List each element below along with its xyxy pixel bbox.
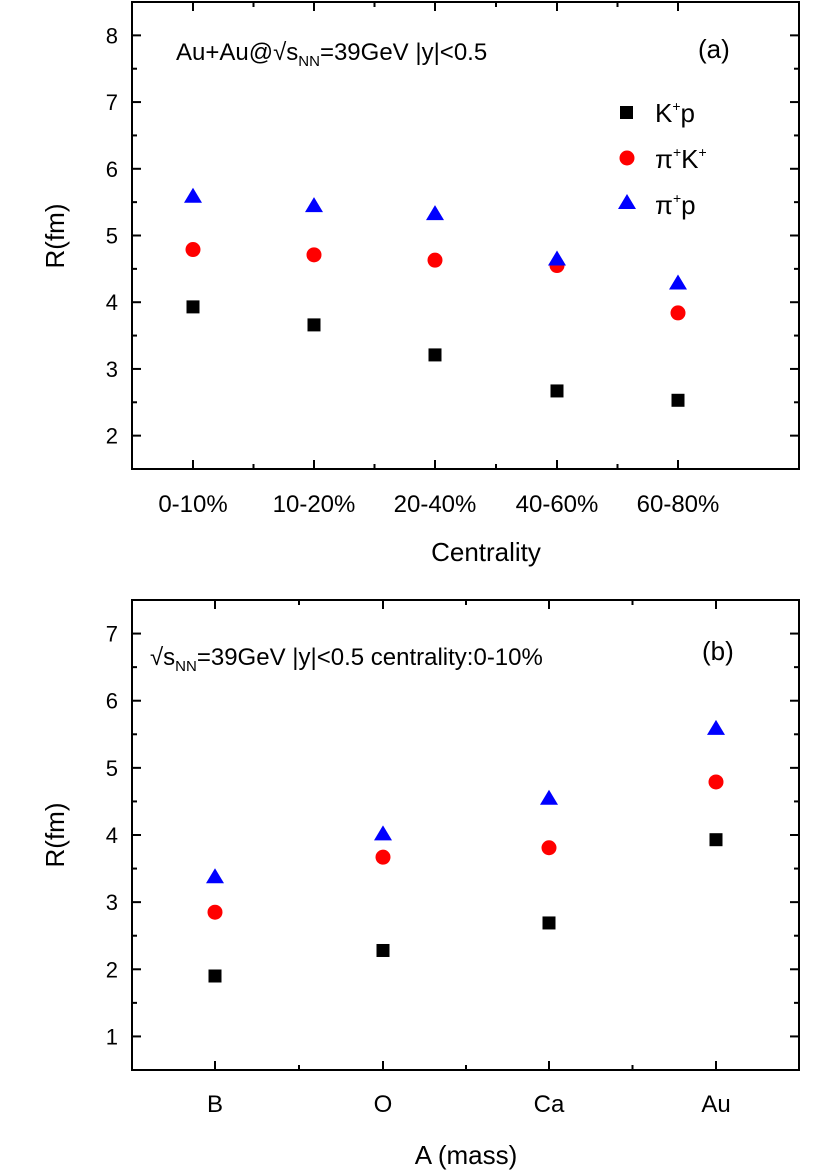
data-point-square [376, 943, 390, 957]
data-point-circle [708, 774, 724, 790]
data-point-triangle [426, 205, 444, 221]
legend-label-kp: K+p [655, 98, 695, 128]
y-tick-label: 2 [106, 424, 118, 449]
data-point-square [208, 969, 222, 983]
y-tick-labels: 2 3 4 5 6 7 8 [106, 23, 118, 448]
x-tick-label: O [374, 1091, 393, 1118]
legend-label-pik: π+K+ [655, 144, 707, 174]
panel-b: 1 2 3 4 5 6 7 B O Ca Au R(fm) A (mass) √sNN=39GeV… [40, 599, 800, 1170]
data-point-square [186, 300, 200, 314]
annotation: Au+Au@√sNN=39GeV |y|<0.5 [176, 39, 487, 70]
legend-kp-main2: p [681, 98, 695, 128]
x-tick-label: 20-40% [394, 491, 477, 518]
data-point-triangle [184, 187, 202, 203]
data-point-triangle [374, 825, 392, 841]
y-tick-label: 5 [106, 224, 118, 249]
y-tick-label: 7 [106, 90, 118, 115]
data-point-square [671, 393, 685, 407]
data-point-square [428, 348, 442, 362]
x-tick-label: Ca [534, 1091, 565, 1118]
x-tick-label: 40-60% [516, 491, 599, 518]
x-tick-label: 0-10% [158, 491, 227, 518]
nn-subscript: NN [298, 53, 320, 70]
data-points [206, 719, 725, 983]
legend-marker-triangle [618, 194, 636, 209]
x-axis-label: A (mass) [415, 1140, 518, 1170]
legend-marker-circle [619, 150, 635, 166]
annotation-main: Au+Au@ [176, 39, 273, 66]
legend: K+p π+K+ π+p [618, 98, 707, 220]
panel-label: (a) [698, 34, 730, 64]
data-point-circle [427, 252, 443, 268]
y-axis-label: R(fm) [40, 803, 70, 868]
axis-ticks [132, 1, 799, 470]
x-tick-label: Au [701, 1091, 730, 1118]
x-tick-labels: 0-10% 10-20% 20-40% 40-60% 60-80% [158, 491, 719, 518]
data-point-square [542, 916, 556, 930]
data-point-circle [541, 840, 557, 856]
s-symbol: s [286, 39, 298, 66]
s-symbol: s [163, 644, 175, 671]
y-tick-label: 2 [106, 957, 118, 982]
panel-a: 2 3 4 5 6 7 8 0-10% 10-20% 20-40% 40-60% 60-80% R(… [40, 1, 800, 567]
x-tick-label: B [207, 1091, 223, 1118]
data-point-triangle [305, 197, 323, 213]
legend-pik-sup2: + [698, 144, 706, 160]
y-tick-label: 7 [106, 622, 118, 647]
y-axis-label: R(fm) [40, 204, 70, 269]
legend-pip-sup1: + [673, 190, 681, 206]
data-point-square [307, 318, 321, 332]
legend-pik-main2: K [681, 144, 699, 174]
y-tick-label: 3 [106, 890, 118, 915]
y-tick-label: 6 [106, 157, 118, 182]
data-point-triangle [548, 250, 566, 266]
data-point-circle [185, 242, 201, 258]
y-tick-label: 1 [106, 1024, 118, 1049]
data-point-circle [670, 305, 686, 321]
y-tick-labels: 1 2 3 4 5 6 7 [106, 622, 118, 1050]
y-tick-label: 4 [106, 290, 118, 315]
data-point-circle [375, 849, 391, 865]
plot-frame [131, 1, 800, 470]
axis-ticks [132, 599, 799, 1071]
legend-marker-square [620, 106, 633, 119]
legend-pip-main1: π [655, 190, 673, 220]
data-points [184, 187, 687, 407]
data-point-triangle [707, 719, 725, 735]
y-tick-label: 8 [106, 23, 118, 48]
data-point-triangle [206, 868, 224, 884]
legend-pik-main1: π [655, 144, 673, 174]
y-tick-label: 3 [106, 357, 118, 382]
data-point-circle [306, 247, 322, 263]
annotation-rest: =39GeV |y|<0.5 [320, 39, 487, 66]
legend-pik-sup1: + [673, 144, 681, 160]
sqrt-symbol: √ [150, 644, 164, 671]
data-point-square [550, 384, 564, 398]
annotation: √sNN=39GeV |y|<0.5 centrality:0-10% [150, 644, 543, 675]
data-point-triangle [669, 274, 687, 290]
panel-label: (b) [702, 636, 734, 666]
sqrt-symbol: √ [273, 39, 287, 66]
x-tick-label: 10-20% [273, 491, 356, 518]
legend-label-pip: π+p [655, 190, 696, 220]
nn-subscript: NN [175, 658, 197, 675]
data-point-triangle [540, 789, 558, 805]
x-axis-label: Centrality [431, 537, 541, 567]
x-tick-labels: B O Ca Au [207, 1091, 731, 1118]
y-tick-label: 4 [106, 823, 118, 848]
x-tick-label: 60-80% [637, 491, 720, 518]
annotation-rest: =39GeV |y|<0.5 centrality:0-10% [197, 644, 543, 671]
legend-pip-main2: p [681, 190, 695, 220]
legend-kp-sup1: + [672, 98, 680, 114]
y-tick-label: 5 [106, 756, 118, 781]
data-point-circle [207, 904, 223, 920]
data-point-square [709, 833, 723, 847]
legend-kp-main1: K [655, 98, 673, 128]
y-tick-label: 6 [106, 689, 118, 714]
